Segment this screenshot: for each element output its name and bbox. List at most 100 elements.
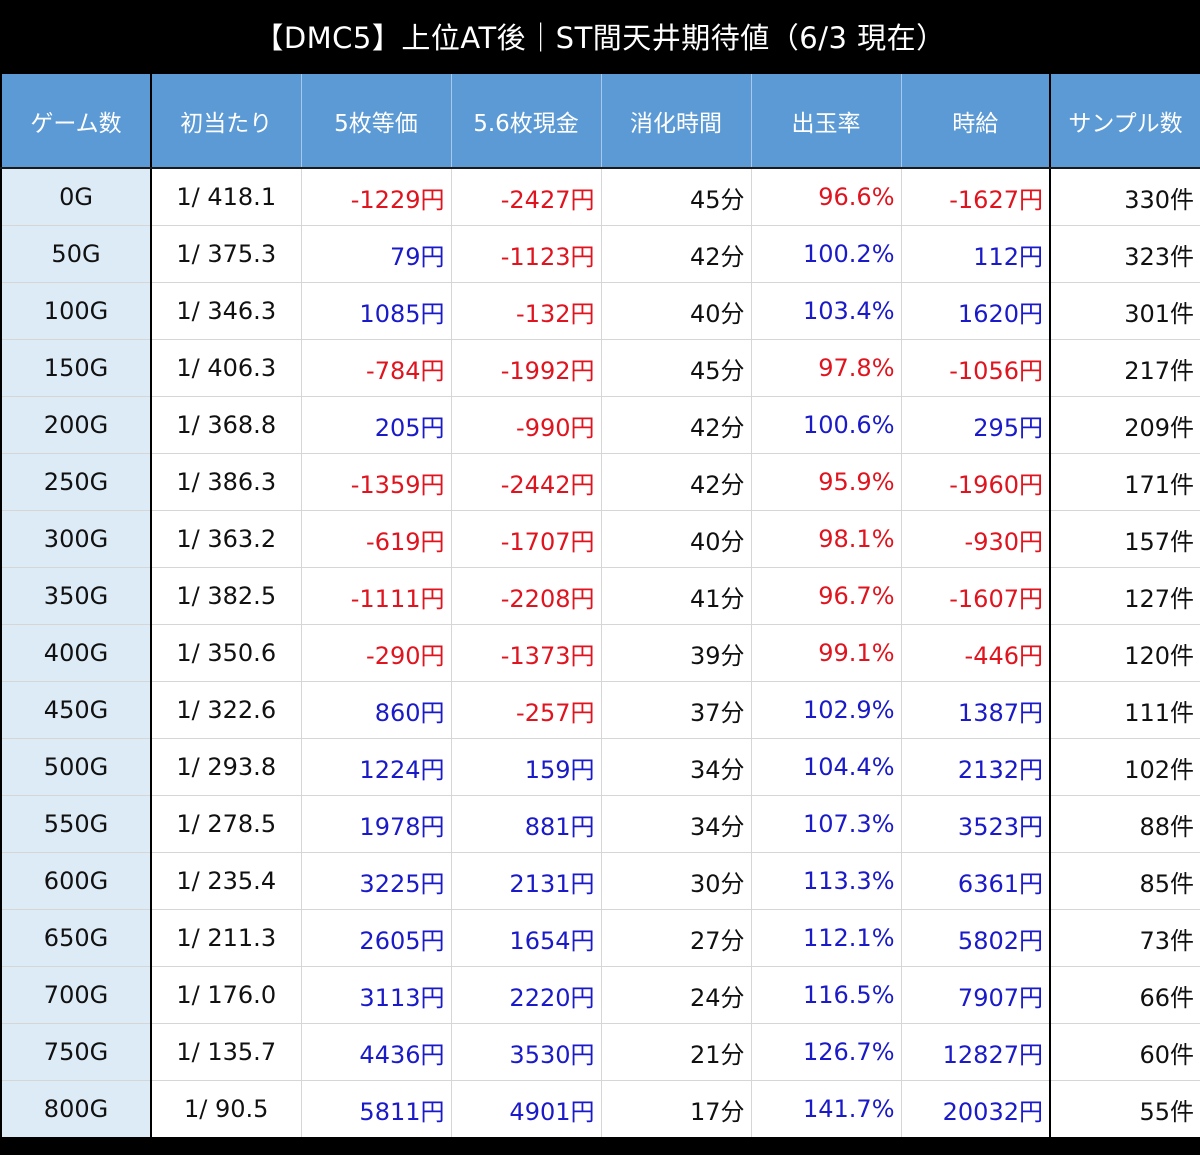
cell-sample-count: 330件 <box>1049 167 1200 226</box>
cell-play-time: 42分 <box>600 453 752 511</box>
cell-sample-count: 88件 <box>1049 795 1200 853</box>
cell-sample-count: 66件 <box>1049 966 1200 1024</box>
cell-hourly-wage: -1960円 <box>900 453 1051 511</box>
cell-sample-count: 127件 <box>1049 567 1200 625</box>
table-row: 100G 1/ 346.3 1085円 -132円 40分 103.4% 1620円 301件 <box>0 282 1200 340</box>
header-game-count: ゲーム数 <box>0 72 152 169</box>
cell-5-coin-equal: 3225円 <box>300 852 452 910</box>
table-row: 400G 1/ 350.6 -290円 -1373円 39分 99.1% -446円 120件 <box>0 624 1200 682</box>
cell-sample-count: 217件 <box>1049 339 1200 397</box>
cell-play-time: 21分 <box>600 1023 752 1081</box>
cell-payout-rate: 102.9% <box>750 681 902 739</box>
cell-5-6-coin-cash: -1373円 <box>450 624 602 682</box>
cell-play-time: 45分 <box>600 339 752 397</box>
cell-sample-count: 171件 <box>1049 453 1200 511</box>
cell-5-coin-equal: 79円 <box>300 225 452 283</box>
table-row: 600G 1/ 235.4 3225円 2131円 30分 113.3% 6361円 85件 <box>0 852 1200 910</box>
header-row: ゲーム数 初当たり 5枚等価 5.6枚現金 消化時間 出玉率 時給 サンプル数 <box>0 72 1200 169</box>
cell-payout-rate: 116.5% <box>750 966 902 1024</box>
cell-sample-count: 111件 <box>1049 681 1200 739</box>
cell-5-coin-equal: -1359円 <box>300 453 452 511</box>
cell-payout-rate: 99.1% <box>750 624 902 682</box>
cell-game-count: 0G <box>0 167 152 226</box>
cell-5-6-coin-cash: -2427円 <box>450 167 602 226</box>
table-row: 250G 1/ 386.3 -1359円 -2442円 42分 95.9% -1960円 17… <box>0 453 1200 511</box>
cell-payout-rate: 100.6% <box>750 396 902 454</box>
header-play-time: 消化時間 <box>600 72 752 169</box>
cell-hourly-wage: 2132円 <box>900 738 1051 796</box>
cell-5-6-coin-cash: -2208円 <box>450 567 602 625</box>
cell-sample-count: 73件 <box>1049 909 1200 967</box>
cell-game-count: 250G <box>0 453 152 511</box>
cell-payout-rate: 107.3% <box>750 795 902 853</box>
cell-payout-rate: 103.4% <box>750 282 902 340</box>
table-row: 800G 1/ 90.5 5811円 4901円 17分 141.7% 20032円 55件 <box>0 1080 1200 1139</box>
cell-5-6-coin-cash: -2442円 <box>450 453 602 511</box>
cell-5-coin-equal: 205円 <box>300 396 452 454</box>
cell-play-time: 42分 <box>600 225 752 283</box>
cell-hourly-wage: 6361円 <box>900 852 1051 910</box>
cell-hourly-wage: 3523円 <box>900 795 1051 853</box>
cell-game-count: 50G <box>0 225 152 283</box>
cell-payout-rate: 98.1% <box>750 510 902 568</box>
cell-play-time: 37分 <box>600 681 752 739</box>
cell-payout-rate: 96.7% <box>750 567 902 625</box>
cell-play-time: 30分 <box>600 852 752 910</box>
cell-sample-count: 60件 <box>1049 1023 1200 1081</box>
header-first-hit: 初当たり <box>150 72 302 169</box>
cell-play-time: 34分 <box>600 738 752 796</box>
cell-5-6-coin-cash: 1654円 <box>450 909 602 967</box>
cell-game-count: 100G <box>0 282 152 340</box>
cell-5-coin-equal: -784円 <box>300 339 452 397</box>
table-row: 150G 1/ 406.3 -784円 -1992円 45分 97.8% -1056円 217… <box>0 339 1200 397</box>
cell-sample-count: 85件 <box>1049 852 1200 910</box>
cell-5-6-coin-cash: 3530円 <box>450 1023 602 1081</box>
header-5-6-coin-cash: 5.6枚現金 <box>450 72 602 169</box>
cell-hourly-wage: 1620円 <box>900 282 1051 340</box>
cell-5-6-coin-cash: -132円 <box>450 282 602 340</box>
table-row: 200G 1/ 368.8 205円 -990円 42分 100.6% 295円 209件 <box>0 396 1200 454</box>
cell-game-count: 450G <box>0 681 152 739</box>
cell-game-count: 150G <box>0 339 152 397</box>
cell-hourly-wage: 295円 <box>900 396 1051 454</box>
table-row: 550G 1/ 278.5 1978円 881円 34分 107.3% 3523円 88件 <box>0 795 1200 853</box>
cell-sample-count: 55件 <box>1049 1080 1200 1139</box>
cell-5-6-coin-cash: 2220円 <box>450 966 602 1024</box>
page-title: 【DMC5】上位AT後｜ST間天井期待値（6/3 現在） <box>0 0 1200 72</box>
cell-hourly-wage: 7907円 <box>900 966 1051 1024</box>
cell-game-count: 750G <box>0 1023 152 1081</box>
cell-sample-count: 209件 <box>1049 396 1200 454</box>
table-row: 300G 1/ 363.2 -619円 -1707円 40分 98.1% -930円 157件 <box>0 510 1200 568</box>
cell-play-time: 40分 <box>600 510 752 568</box>
cell-game-count: 800G <box>0 1080 152 1139</box>
cell-sample-count: 323件 <box>1049 225 1200 283</box>
cell-first-hit: 1/ 278.5 <box>150 795 302 853</box>
cell-game-count: 350G <box>0 567 152 625</box>
table-row: 0G 1/ 418.1 -1229円 -2427円 45分 96.6% -1627円 330件 <box>0 167 1200 226</box>
cell-5-coin-equal: -1229円 <box>300 167 452 226</box>
cell-5-coin-equal: 1978円 <box>300 795 452 853</box>
cell-payout-rate: 113.3% <box>750 852 902 910</box>
cell-first-hit: 1/ 386.3 <box>150 453 302 511</box>
cell-payout-rate: 126.7% <box>750 1023 902 1081</box>
cell-first-hit: 1/ 90.5 <box>150 1080 302 1139</box>
table-row: 700G 1/ 176.0 3113円 2220円 24分 116.5% 7907円 66件 <box>0 966 1200 1024</box>
cell-5-6-coin-cash: 4901円 <box>450 1080 602 1139</box>
cell-play-time: 34分 <box>600 795 752 853</box>
cell-first-hit: 1/ 406.3 <box>150 339 302 397</box>
cell-5-6-coin-cash: -1707円 <box>450 510 602 568</box>
cell-play-time: 39分 <box>600 624 752 682</box>
cell-5-coin-equal: 860円 <box>300 681 452 739</box>
cell-game-count: 650G <box>0 909 152 967</box>
cell-5-coin-equal: 3113円 <box>300 966 452 1024</box>
cell-payout-rate: 112.1% <box>750 909 902 967</box>
cell-sample-count: 157件 <box>1049 510 1200 568</box>
cell-first-hit: 1/ 176.0 <box>150 966 302 1024</box>
cell-payout-rate: 97.8% <box>750 339 902 397</box>
cell-hourly-wage: -1627円 <box>900 167 1051 226</box>
cell-game-count: 500G <box>0 738 152 796</box>
cell-game-count: 700G <box>0 966 152 1024</box>
cell-payout-rate: 141.7% <box>750 1080 902 1139</box>
cell-5-6-coin-cash: -257円 <box>450 681 602 739</box>
cell-game-count: 200G <box>0 396 152 454</box>
